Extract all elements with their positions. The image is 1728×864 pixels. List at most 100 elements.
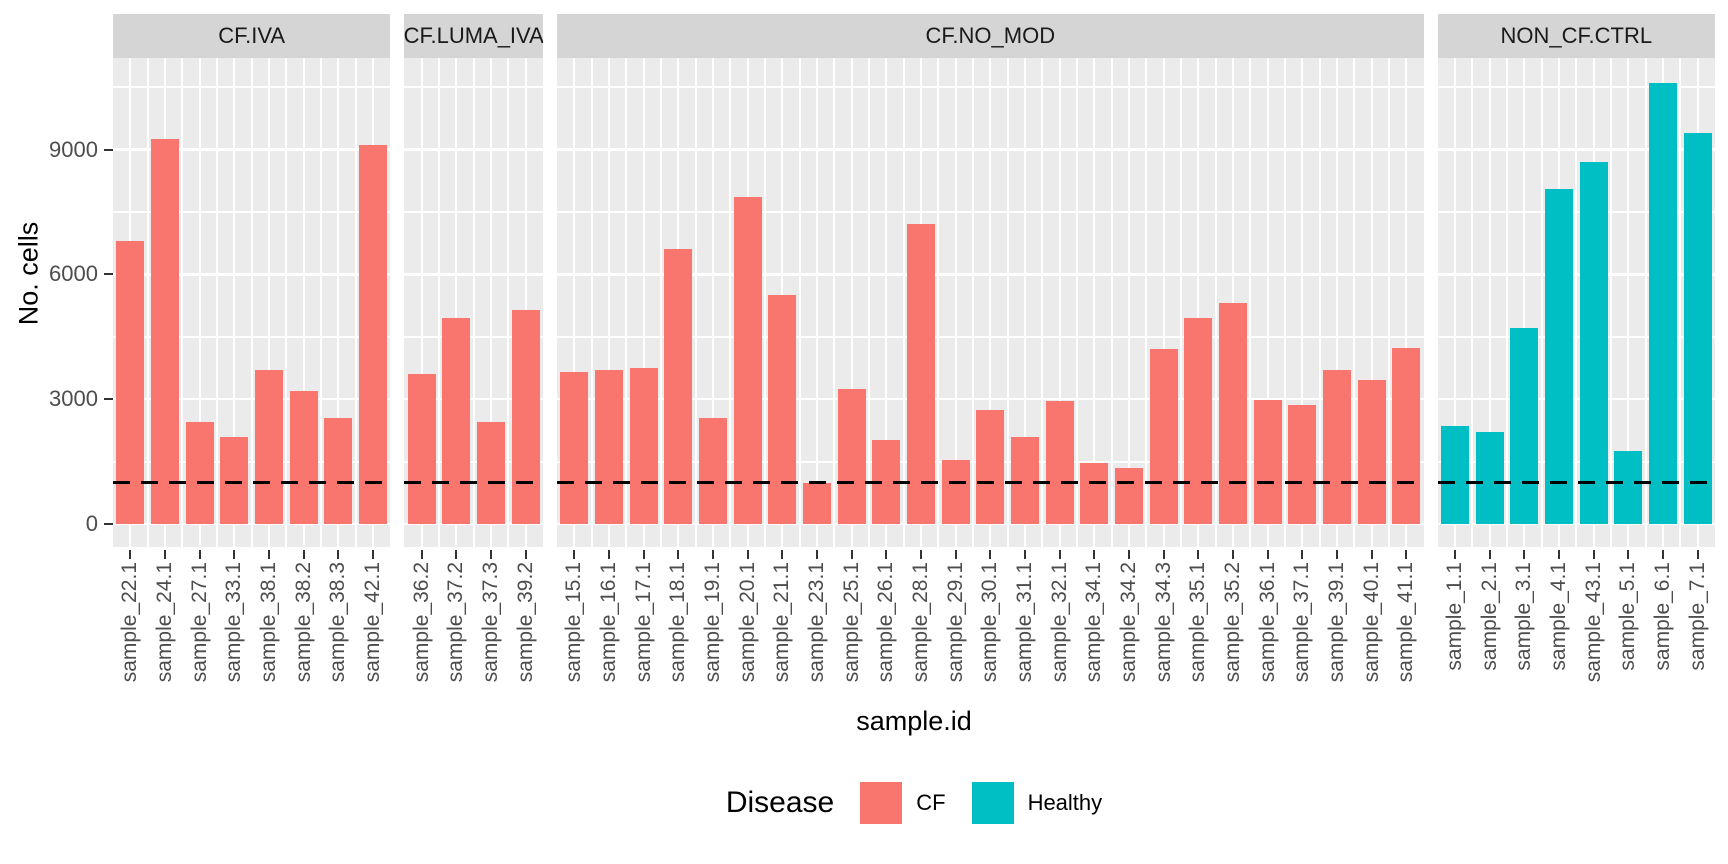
x-tick-label: sample_30.1 <box>978 562 1002 683</box>
gridline-vertical <box>1128 58 1130 547</box>
gridline-major <box>1437 148 1715 151</box>
facet-strip: CF.IVA <box>113 14 391 58</box>
x-tick-mark <box>642 550 645 559</box>
x-tick-label: sample_31.1 <box>1013 562 1036 683</box>
gridline-vertical <box>660 58 662 547</box>
facet-CF.LUMA_IVA: CF.LUMA_IVA sample_36.2 sample_37.2 sample_… <box>404 14 543 717</box>
gridline-vertical <box>573 58 576 547</box>
facet-panel <box>404 58 543 547</box>
bar-sample_18.1 <box>664 249 693 524</box>
gridline-major <box>404 273 543 276</box>
x-tick-mark <box>267 550 270 559</box>
gridline-vertical <box>1540 58 1543 547</box>
x-tick-label: sample_4.1 <box>1547 562 1570 671</box>
gridline-vertical <box>1232 58 1234 547</box>
gridline-vertical <box>625 58 628 547</box>
gridline-vertical <box>181 58 184 547</box>
bar-sample_41.1 <box>1392 348 1421 524</box>
gridline-vertical <box>1370 58 1373 547</box>
x-tick-label: sample_38.3 <box>326 562 350 683</box>
x-tick-label: sample_36.1 <box>1255 562 1279 683</box>
gridline-vertical <box>954 58 957 547</box>
bar-sample_27.1 <box>185 422 214 524</box>
bar-sample_39.2 <box>511 309 540 524</box>
facet-panel <box>557 58 1424 547</box>
bar-sample_34.1 <box>1080 463 1109 524</box>
gridline-vertical <box>1488 58 1491 547</box>
legend-label: Healthy <box>1027 790 1103 815</box>
bar-sample_1.1 <box>1441 426 1469 524</box>
x-tick-label: sample_39.2 <box>513 562 537 683</box>
gridline-major <box>113 148 391 151</box>
bar-sample_24.1 <box>151 139 179 524</box>
gridline-vertical <box>420 58 423 547</box>
gridline-vertical <box>902 58 905 547</box>
x-tick-label: sample_24.1 <box>152 562 176 683</box>
gridline-major <box>113 522 391 526</box>
gridline-minor <box>1437 86 1715 89</box>
bar-sample_34.3 <box>1149 349 1178 524</box>
bar-sample_7.1 <box>1683 132 1712 524</box>
bar-sample_22.1 <box>116 241 145 524</box>
x-tick-label: sample_17.1 <box>631 562 655 683</box>
gridline-vertical <box>507 58 510 547</box>
gridline-vertical <box>354 58 357 547</box>
bar-sample_35.1 <box>1184 318 1213 524</box>
bar-sample_21.1 <box>768 295 797 524</box>
gridline-vertical <box>215 58 218 547</box>
bar-sample_15.1 <box>560 372 589 524</box>
x-tick-mark <box>1162 550 1165 559</box>
x-tick-label: sample_35.1 <box>1186 562 1210 683</box>
bar-sample_5.1 <box>1614 451 1643 524</box>
gridline-vertical <box>816 58 818 547</box>
gridline-major <box>557 522 1424 526</box>
x-axis-area: sample_1.1 sample_2.1 sample_3.1 sample_4.1… <box>1438 547 1715 717</box>
facet-CF.NO_MOD: CF.NO_MOD sample_15.1 sample_16.1 sample_17… <box>557 14 1424 717</box>
x-tick-label: sample_5.1 <box>1616 562 1640 671</box>
gridline-minor <box>113 210 391 213</box>
gridline-vertical <box>885 58 888 547</box>
x-tick-mark <box>455 550 458 559</box>
bar-sample_37.2 <box>442 318 471 524</box>
x-tick-mark <box>129 550 132 559</box>
gridline-vertical <box>250 58 253 547</box>
x-tick-mark <box>1405 550 1408 559</box>
x-tick-label: sample_38.1 <box>256 562 280 683</box>
bar-sample_19.1 <box>699 417 727 524</box>
bar-sample_4.1 <box>1545 189 1573 524</box>
bar-sample_36.1 <box>1253 400 1282 524</box>
x-tick-label: sample_37.1 <box>1290 562 1314 683</box>
bar-sample_34.2 <box>1115 468 1143 524</box>
x-tick-label: sample_40.1 <box>1359 562 1383 683</box>
y-tick-mark <box>104 148 113 151</box>
x-tick-mark <box>1232 550 1234 559</box>
x-tick-mark <box>781 550 784 559</box>
x-tick-label: sample_27.1 <box>187 562 211 683</box>
x-tick-label: sample_32.1 <box>1047 562 1071 683</box>
x-tick-label: sample_23.1 <box>805 562 828 683</box>
y-tick-mark <box>104 398 113 401</box>
x-tick-mark <box>920 550 922 559</box>
gridline-major <box>113 273 391 276</box>
facet-panel <box>113 58 391 547</box>
x-tick-mark <box>1627 550 1630 559</box>
x-tick-mark <box>1454 550 1456 559</box>
x-tick-label: sample_41.1 <box>1394 562 1418 683</box>
gridline-vertical <box>590 58 593 547</box>
gridline-vertical <box>489 58 492 547</box>
gridline-major <box>404 148 543 151</box>
legend-label: CF <box>916 790 946 815</box>
gridline-major <box>557 397 1424 401</box>
gridline-minor <box>404 86 543 89</box>
threshold-line <box>113 480 391 485</box>
gridline-minor <box>557 335 1424 338</box>
bar-sample_29.1 <box>941 460 970 524</box>
x-tick-label: sample_2.1 <box>1477 562 1501 671</box>
x-tick-mark <box>746 550 749 559</box>
gridline-minor <box>113 460 391 463</box>
facet-NON_CF.CTRL: NON_CF.CTRL sample_1.1 sample_2.1 sample_3.… <box>1437 14 1715 717</box>
gridline-vertical <box>285 58 288 547</box>
gridline-vertical <box>1506 58 1508 547</box>
x-tick-label: sample_34.3 <box>1151 562 1175 683</box>
gridline-vertical <box>850 58 853 547</box>
